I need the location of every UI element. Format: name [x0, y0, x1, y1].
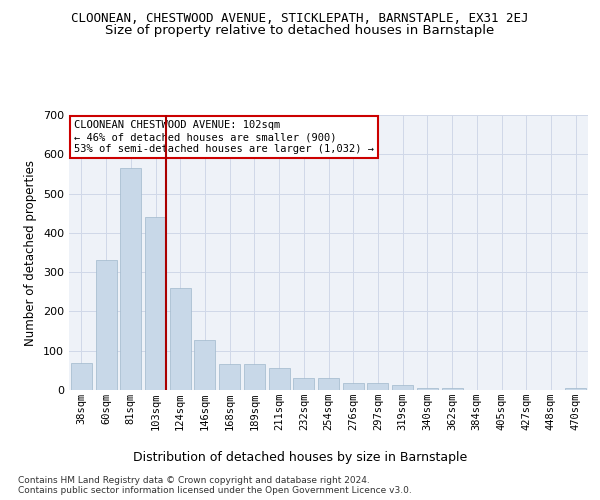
Bar [170, 288, 191, 390]
Bar [318, 378, 339, 390]
Bar [71, 362, 92, 390]
Text: Distribution of detached houses by size in Barnstaple: Distribution of detached houses by size … [133, 451, 467, 464]
Bar [293, 378, 314, 390]
Bar [95, 260, 116, 390]
Bar [392, 386, 413, 390]
Bar [269, 368, 290, 390]
Bar [442, 388, 463, 390]
Text: CLOONEAN CHESTWOOD AVENUE: 102sqm
← 46% of detached houses are smaller (900)
53%: CLOONEAN CHESTWOOD AVENUE: 102sqm ← 46% … [74, 120, 374, 154]
Text: Size of property relative to detached houses in Barnstaple: Size of property relative to detached ho… [106, 24, 494, 37]
Bar [417, 388, 438, 390]
Bar [145, 217, 166, 390]
Bar [367, 384, 388, 390]
Bar [219, 364, 240, 390]
Y-axis label: Number of detached properties: Number of detached properties [25, 160, 37, 346]
Bar [565, 388, 586, 390]
Text: CLOONEAN, CHESTWOOD AVENUE, STICKLEPATH, BARNSTAPLE, EX31 2EJ: CLOONEAN, CHESTWOOD AVENUE, STICKLEPATH,… [71, 12, 529, 26]
Bar [120, 168, 141, 390]
Bar [244, 364, 265, 390]
Text: Contains HM Land Registry data © Crown copyright and database right 2024.
Contai: Contains HM Land Registry data © Crown c… [18, 476, 412, 495]
Bar [194, 340, 215, 390]
Bar [343, 384, 364, 390]
